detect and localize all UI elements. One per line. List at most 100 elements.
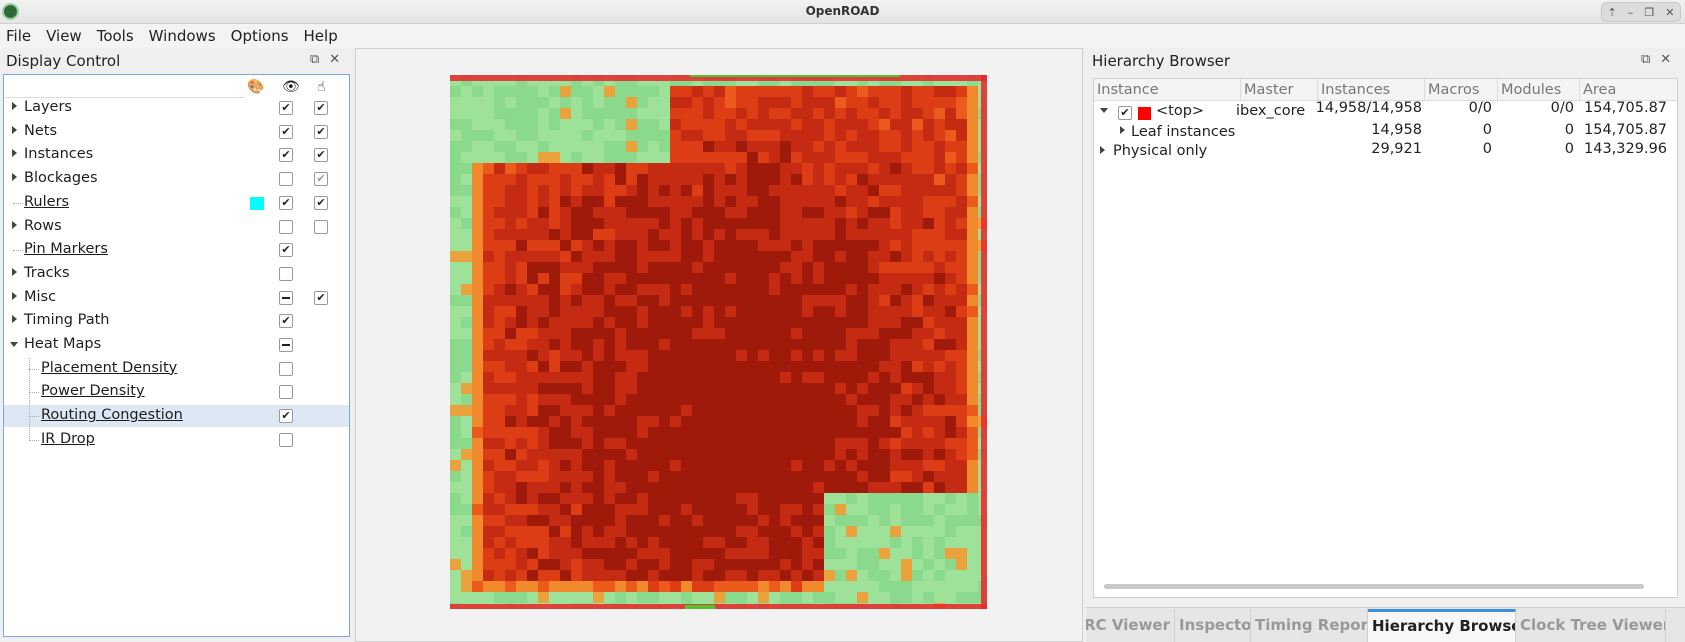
expand-icon[interactable] (1100, 146, 1105, 154)
heatmap-cell (835, 240, 846, 251)
display-item-row[interactable]: Blockages (4, 168, 349, 190)
menu-options[interactable]: Options (230, 27, 289, 45)
layout-viewer[interactable] (355, 48, 1083, 642)
display-item-row[interactable]: Instances (4, 144, 349, 166)
menu-help[interactable]: Help (303, 27, 338, 45)
undock-icon[interactable]: ⧉ (1641, 52, 1651, 67)
display-item-row[interactable]: Tracks (4, 263, 349, 285)
selectable-checkbox[interactable] (314, 101, 328, 115)
top-visible-checkbox[interactable] (1118, 106, 1132, 120)
display-item-row[interactable]: Timing Path (4, 310, 349, 332)
display-item-label[interactable]: IR Drop (41, 430, 95, 447)
horizontal-scrollbar[interactable] (1104, 584, 1644, 589)
display-item-label[interactable]: Power Density (41, 383, 145, 400)
display-item-label[interactable]: Layers (24, 99, 72, 115)
column-header-modules[interactable]: Modules (1498, 79, 1580, 101)
tab-drc-viewer[interactable]: DRC Viewer (1086, 609, 1175, 642)
visible-checkbox[interactable] (279, 219, 293, 234)
visible-checkbox[interactable] (279, 195, 293, 210)
display-item-row[interactable]: Rows (4, 216, 349, 238)
expand-icon[interactable] (12, 149, 17, 158)
expand-icon[interactable] (12, 125, 17, 134)
restore-icon[interactable]: ❐ (1644, 5, 1655, 19)
visible-checkbox[interactable] (279, 243, 293, 258)
visible-checkbox[interactable] (279, 266, 293, 281)
column-header-instances[interactable]: Instances (1318, 79, 1425, 101)
visible-checkbox[interactable] (279, 290, 293, 305)
ruler-color-swatch[interactable] (250, 196, 264, 210)
display-item-row[interactable]: IR Drop (4, 429, 349, 451)
close-window-icon[interactable]: ✕ (1665, 5, 1675, 19)
visible-checkbox[interactable] (279, 338, 293, 352)
visible-checkbox[interactable] (279, 101, 293, 115)
display-item-label[interactable]: Pin Markers (24, 241, 108, 258)
instance-name[interactable]: Leaf instances (1131, 124, 1236, 140)
visible-checkbox[interactable] (279, 432, 293, 447)
tab-clock-tree-viewer[interactable]: Clock Tree Viewer (1516, 609, 1666, 642)
heatmap-cell (912, 174, 923, 185)
tab-timing-report[interactable]: Timing Report (1251, 609, 1368, 642)
instance-name[interactable]: <top> (1156, 103, 1205, 119)
column-header-area[interactable]: Area (1580, 79, 1677, 101)
display-item-label[interactable]: Rulers (24, 193, 70, 210)
selectable-checkbox[interactable] (314, 290, 328, 305)
display-item-label[interactable]: Placement Density (41, 359, 178, 376)
expand-icon[interactable] (12, 220, 17, 229)
menu-tools[interactable]: Tools (96, 27, 134, 45)
display-item-row[interactable]: Routing Congestion (4, 405, 349, 428)
menu-view[interactable]: View (46, 27, 82, 45)
selectable-checkbox[interactable] (314, 124, 328, 139)
close-panel-icon[interactable]: ✕ (329, 52, 341, 67)
display-item-row[interactable]: Rulers (4, 192, 349, 214)
visible-checkbox[interactable] (279, 361, 293, 376)
expand-icon[interactable] (12, 267, 17, 276)
display-item-label[interactable]: Routing Congestion (41, 407, 183, 424)
collapse-icon[interactable] (1100, 108, 1108, 113)
display-item-label[interactable]: Timing Path (24, 312, 110, 329)
instance-name[interactable]: Physical only (1113, 143, 1208, 159)
minimize-icon[interactable]: – (1627, 5, 1634, 19)
expand-icon[interactable] (1120, 126, 1125, 134)
tab-inspector[interactable]: Inspector (1175, 609, 1251, 642)
menu-windows[interactable]: Windows (148, 27, 216, 45)
display-item-label[interactable]: Rows (24, 217, 62, 234)
visible-checkbox[interactable] (279, 314, 293, 329)
display-item-label[interactable]: Nets (24, 122, 58, 139)
selectable-checkbox[interactable] (314, 219, 328, 234)
visible-checkbox[interactable] (279, 385, 293, 400)
display-item-row[interactable]: Misc (4, 287, 349, 309)
expand-icon[interactable] (12, 102, 17, 110)
undock-icon[interactable]: ⧉ (310, 52, 320, 67)
display-item-label[interactable]: Instances (24, 146, 94, 163)
display-item-label[interactable]: Heat Maps (24, 336, 102, 352)
display-item-row[interactable]: Power Density (4, 381, 349, 403)
display-item-row[interactable]: Placement Density (4, 358, 349, 380)
display-item-label[interactable]: Blockages (24, 170, 98, 187)
visible-checkbox[interactable] (279, 172, 293, 187)
visible-checkbox[interactable] (279, 148, 293, 163)
column-header-instance[interactable]: Instance (1094, 79, 1241, 101)
collapse-icon[interactable] (10, 342, 18, 347)
display-item-row[interactable]: Heat Maps (4, 334, 349, 356)
menu-file[interactable]: File (6, 27, 32, 45)
visible-checkbox[interactable] (279, 409, 293, 424)
selectable-checkbox[interactable] (314, 172, 328, 187)
display-item-label[interactable]: Tracks (24, 264, 70, 281)
maximize-up-icon[interactable]: ⇡ (1607, 5, 1617, 19)
routing-congestion-heatmap[interactable] (450, 75, 987, 609)
column-header-master[interactable]: Master (1241, 79, 1318, 101)
selectable-checkbox[interactable] (314, 148, 328, 163)
visible-checkbox[interactable] (279, 124, 293, 139)
display-item-label[interactable]: Misc (24, 288, 57, 305)
display-item-row[interactable]: Nets (4, 121, 349, 143)
selectable-checkbox[interactable] (314, 195, 328, 210)
column-header-macros[interactable]: Macros (1425, 79, 1498, 101)
expand-icon[interactable] (12, 173, 17, 182)
top-color-swatch[interactable] (1138, 107, 1151, 120)
close-panel-icon[interactable]: ✕ (1660, 52, 1672, 67)
display-item-row[interactable]: Layers (4, 97, 349, 119)
expand-icon[interactable] (12, 315, 17, 324)
expand-icon[interactable] (12, 291, 17, 300)
display-item-row[interactable]: Pin Markers (4, 239, 349, 261)
tab-hierarchy-browser[interactable]: Hierarchy Browser (1368, 609, 1516, 642)
